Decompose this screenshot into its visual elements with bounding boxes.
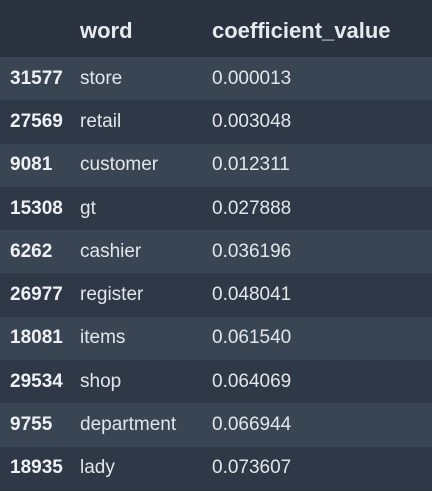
row-index: 9081 [10, 154, 53, 176]
header-row: word coefficient_value [0, 0, 432, 57]
table-body: 31577 store 0.000013 27569 retail 0.0030… [0, 57, 432, 490]
row-index: 18935 [10, 457, 63, 479]
table-row: 9081 customer 0.012311 [0, 143, 432, 187]
row-value: 0.003048 [212, 110, 292, 132]
row-value: 0.048041 [212, 284, 292, 306]
table-row: 27569 retail 0.003048 [0, 100, 432, 144]
table-row: 6262 cashier 0.036196 [0, 230, 432, 274]
row-value: 0.073607 [212, 457, 292, 479]
header-coefficient-value: coefficient_value [212, 17, 391, 43]
table-row: 31577 store 0.000013 [0, 57, 432, 101]
table-row: 26977 register 0.048041 [0, 273, 432, 317]
row-value: 0.036196 [212, 240, 292, 262]
table-row: 9755 department 0.066944 [0, 403, 432, 447]
row-index: 18081 [10, 327, 63, 349]
row-index: 15308 [10, 197, 63, 219]
header-word: word [80, 17, 133, 43]
row-word: department [80, 414, 177, 436]
row-value: 0.064069 [212, 370, 292, 392]
row-index: 6262 [10, 240, 53, 262]
row-word: store [80, 67, 123, 89]
header-index [0, 0, 80, 57]
row-index: 27569 [10, 110, 63, 132]
row-index: 31577 [10, 67, 63, 89]
row-value: 0.061540 [212, 327, 292, 349]
row-word: items [80, 327, 126, 349]
row-value: 0.066944 [212, 414, 292, 436]
row-value: 0.000013 [212, 67, 292, 89]
table-row: 15308 gt 0.027888 [0, 186, 432, 231]
table-row: 29534 shop 0.064069 [0, 360, 432, 404]
row-word: register [80, 284, 144, 306]
row-word: lady [80, 457, 115, 479]
table-row: 18935 lady 0.073607 [0, 446, 432, 490]
row-word: shop [80, 370, 122, 392]
row-word: customer [80, 154, 159, 176]
table-header: word coefficient_value [0, 0, 432, 57]
row-value: 0.027888 [212, 197, 292, 219]
row-index: 29534 [10, 370, 63, 392]
row-index: 9755 [10, 414, 53, 436]
row-index: 26977 [10, 284, 63, 306]
row-word: cashier [80, 240, 142, 262]
row-value: 0.012311 [212, 154, 290, 176]
table-row: 18081 items 0.061540 [0, 316, 432, 361]
row-word: retail [80, 110, 122, 132]
row-word: gt [80, 197, 96, 219]
